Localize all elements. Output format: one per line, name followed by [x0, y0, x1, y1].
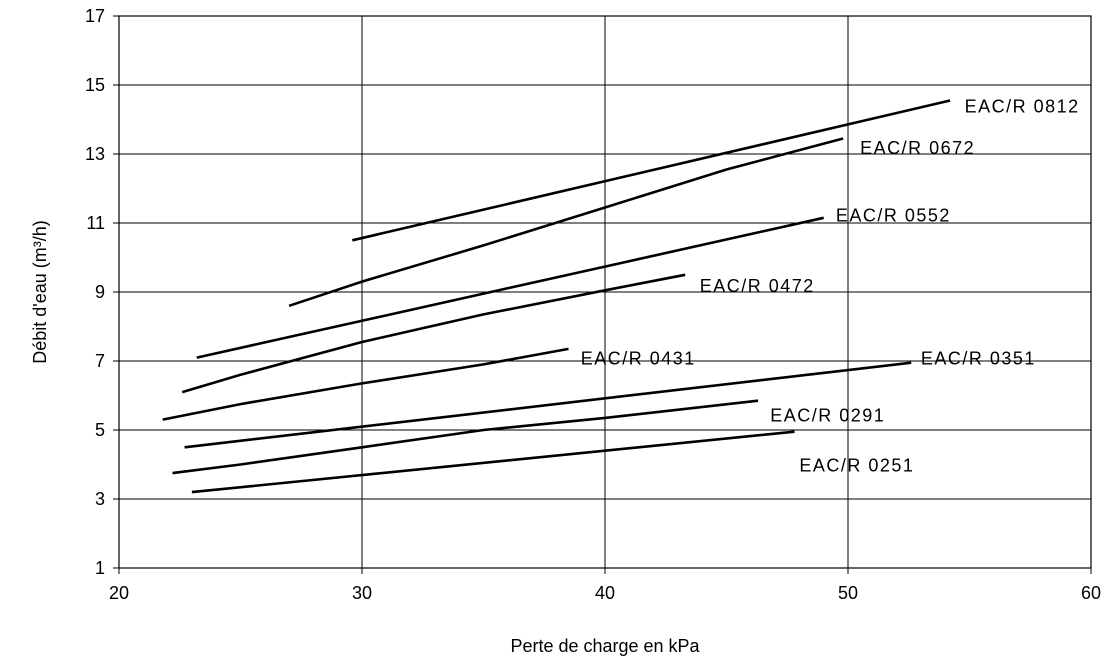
x-axis-tick-labels: 20 30 40 50 60: [109, 583, 1101, 603]
series-label: EAC/R 0291: [770, 405, 885, 425]
series-label: EAC/R 0472: [700, 276, 815, 296]
y-tick-label: 9: [95, 282, 105, 302]
series-line: [196, 216, 824, 359]
series-line: [162, 347, 569, 421]
y-tick-label: 17: [85, 6, 105, 26]
x-tick-label: 60: [1081, 583, 1101, 603]
x-tick-label: 40: [595, 583, 615, 603]
series-label: EAC/R 0672: [860, 138, 975, 158]
y-tick-label: 5: [95, 420, 105, 440]
y-tick-label: 1: [95, 558, 105, 578]
y-axis-title: Débit d'eau (m³/h): [30, 220, 50, 364]
y-tick-label: 3: [95, 489, 105, 509]
grid-lines: [113, 15, 1092, 574]
series-line: [191, 430, 795, 494]
series-line: [288, 137, 844, 308]
y-tick-label: 7: [95, 351, 105, 371]
x-axis-title: Perte de charge en kPa: [510, 636, 700, 656]
series-line: [172, 399, 759, 475]
series-label: EAC/R 0351: [921, 349, 1036, 369]
series-line: [181, 273, 686, 394]
x-tick-label: 50: [838, 583, 858, 603]
series-line: [184, 361, 912, 449]
plot-area-frame: [118, 15, 1092, 569]
series-label: EAC/R 0552: [836, 205, 951, 225]
series-label: EAC/R 0251: [799, 456, 914, 476]
series-label: EAC/R 0431: [581, 349, 696, 369]
series-line: [352, 99, 951, 242]
y-tick-label: 11: [86, 213, 105, 233]
series-lines: [162, 99, 951, 494]
series-labels: EAC/R 0812 EAC/R 0672 EAC/R 0552 EAC/R 0472…: [581, 97, 1080, 476]
y-tick-label: 13: [85, 144, 105, 164]
series-label: EAC/R 0812: [965, 97, 1080, 117]
y-tick-label: 15: [85, 75, 105, 95]
x-tick-label: 20: [109, 583, 129, 603]
x-tick-label: 30: [352, 583, 372, 603]
